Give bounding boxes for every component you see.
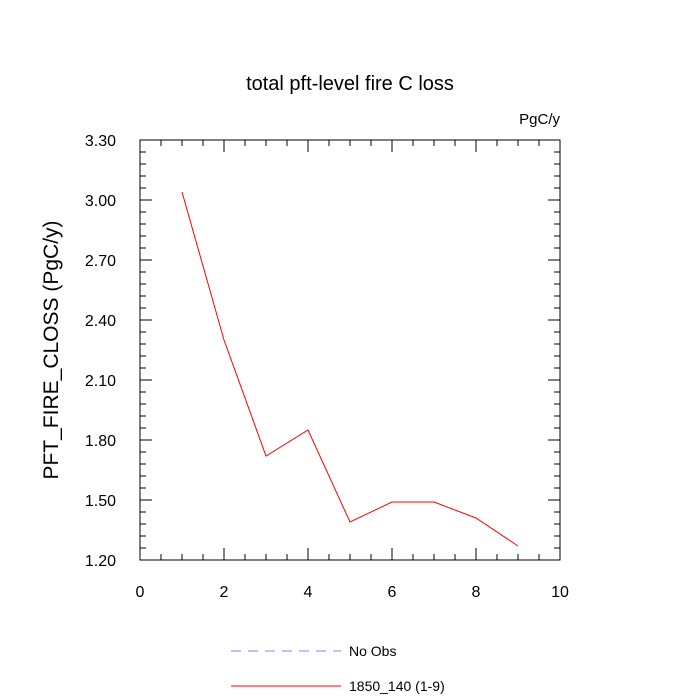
y-tick-label: 1.20 [85,553,116,570]
legend-entry-label: No Obs [349,643,396,659]
x-tick-label: 6 [388,584,397,601]
y-tick-label: 3.00 [85,193,116,210]
y-tick-label: 2.70 [85,253,116,270]
y-tick-label: 3.30 [85,133,116,150]
y-tick-label: 1.80 [85,433,116,450]
units-label: PgC/y [519,111,560,128]
axis-tick-labels: 0 2 4 6 8 10 1.20 1.50 1.80 2.10 2.40 2.70 3.00 3.30 [85,133,569,601]
y-tick-label: 1.50 [85,493,116,510]
y-axis-title: PFT_FIRE_CLOSS (PgC/y) [40,220,63,479]
y-tick-label: 2.10 [85,373,116,390]
x-tick-label: 10 [551,584,569,601]
series-lines [181,191,519,547]
legend: No Obs 1850_140 (1-9) [231,643,445,694]
y-tick-label: 2.40 [85,313,116,330]
chart-title: total pft-level fire C loss [246,73,454,95]
x-tick-label: 8 [472,584,481,601]
legend-entry-label: 1850_140 (1-9) [349,678,445,694]
plot-frame [139,139,561,561]
axis-ticks [139,139,561,561]
x-tick-label: 0 [136,584,145,601]
x-tick-label: 4 [304,584,313,601]
series-line [181,191,519,547]
x-tick-label: 2 [220,584,229,601]
